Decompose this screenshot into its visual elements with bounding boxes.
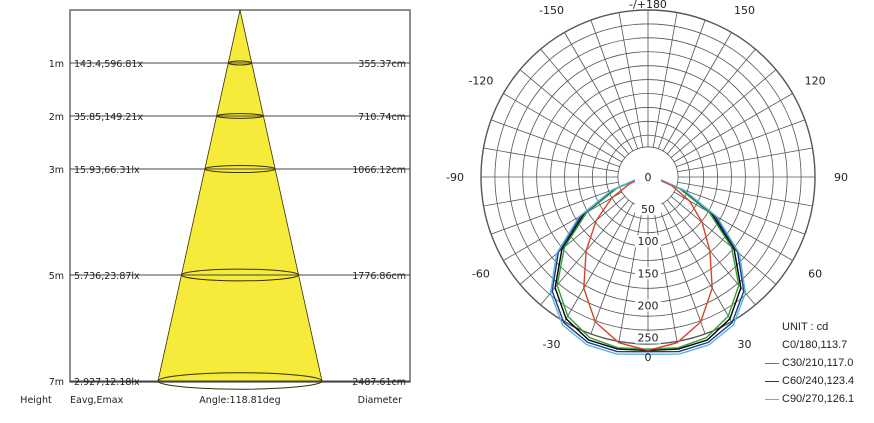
diameter-value-7m: 2487.61cm	[352, 377, 406, 388]
polar-grid-spoke	[676, 119, 806, 168]
legend-swatch	[765, 398, 779, 400]
polar-grid-spoke	[483, 147, 619, 173]
angle-label: 0	[645, 351, 652, 364]
angle-label: 150	[734, 4, 755, 17]
angle-label: 120	[805, 75, 826, 88]
legend-entry-2: C60/240,123.4	[765, 372, 854, 390]
polar-grid-spoke	[564, 202, 634, 322]
series-line-1	[556, 176, 740, 350]
polar-grid-spoke	[657, 19, 706, 149]
polar-grid-spoke	[657, 205, 706, 335]
radial-tick-bg	[635, 171, 661, 183]
height-label-5m: 5m	[49, 271, 64, 282]
polar-grid-spoke	[662, 32, 732, 152]
legend-label: C30/210,117.0	[782, 357, 854, 369]
legend-unit: UNIT : cd	[765, 318, 854, 336]
polar-grid-spoke	[503, 191, 623, 261]
legend-label: C60/240,123.4	[782, 375, 855, 387]
beam-cone	[157, 9, 323, 382]
diameter-value-5m: 1776.86cm	[352, 271, 406, 282]
illuminance-value-5m: 5.736,23.87lx	[74, 271, 140, 282]
polar-grid-spoke	[490, 186, 620, 235]
polar-grid-spoke	[673, 191, 793, 261]
polar-grid-spoke	[677, 147, 813, 173]
polar-grid-spoke	[519, 196, 626, 285]
radial-tick-label: 50	[641, 203, 655, 216]
diameter-value-1m: 355.37cm	[358, 59, 406, 70]
polar-grid-spoke	[503, 93, 623, 163]
polar-grid-spoke	[667, 48, 756, 155]
illuminance-value-7m: 2.927,12.18lx	[74, 377, 140, 388]
radial-tick-label: 200	[638, 299, 659, 312]
angle-label: 60	[808, 268, 822, 281]
diameter-value-2m: 710.74cm	[358, 112, 406, 123]
polar-grid-spoke	[676, 186, 806, 235]
angle-label: -60	[472, 268, 490, 281]
diameter-value-3m: 1066.12cm	[352, 165, 406, 176]
polar-grid-spoke	[677, 181, 813, 207]
legend-entry-3: C90/270,126.1	[765, 390, 854, 408]
radial-tick-bg	[635, 331, 661, 344]
polar-grid-spoke	[590, 19, 639, 149]
legend-label: C90/270,126.1	[782, 393, 855, 405]
legend-unit-label: UNIT : cd	[782, 321, 829, 333]
radial-tick-label: 0	[645, 171, 652, 184]
polar-legend: UNIT : cd C0/180,113.7 C30/210,117.0 C60/24…	[765, 318, 854, 408]
polar-grid-spoke	[670, 69, 777, 158]
radial-tick-bg	[635, 267, 661, 280]
illuminance-value-2m: 35.85,149.21x	[74, 112, 143, 123]
legend-swatch	[765, 362, 779, 364]
polar-grid-spoke	[519, 69, 626, 158]
polar-grid-spoke	[490, 119, 620, 168]
polar-grid-spoke	[652, 12, 678, 148]
angle-label: 30	[738, 338, 752, 351]
polar-grid-spoke	[618, 206, 644, 342]
beam-ring-7m	[157, 372, 323, 390]
polar-grid-spoke	[673, 93, 793, 163]
polar-grid-spoke	[540, 48, 629, 155]
illuminance-value-3m: 15.93,66.31lx	[74, 165, 140, 176]
angle-label: -150	[539, 4, 564, 17]
legend-entry-0: C0/180,113.7	[765, 336, 854, 354]
height-label-3m: 3m	[49, 165, 64, 176]
polar-grid-spoke	[483, 181, 619, 207]
beam-cone-table: 1m 143.4,596.81x 355.37cm 2m 35.85,149.21x 71…	[20, 9, 411, 406]
angle-label: -120	[468, 75, 493, 88]
beam-ring-3m	[204, 164, 276, 174]
legend-label: C0/180,113.7	[782, 339, 848, 351]
column-header-height: Height	[20, 395, 52, 406]
series-line-4	[583, 176, 713, 352]
polar-grid-spoke	[652, 206, 678, 342]
radial-tick-label: 100	[638, 235, 659, 248]
legend-entry-1: C30/210,117.0	[765, 354, 854, 372]
radial-tick-bg	[635, 299, 661, 312]
beam-ring-1m	[227, 60, 253, 66]
column-header-diameter: Diameter	[358, 395, 402, 406]
beam-ring-2m	[216, 113, 264, 119]
polar-grid-spoke	[618, 12, 644, 148]
radial-tick-bg	[635, 203, 661, 216]
polar-grid-spoke	[670, 196, 777, 285]
illuminance-value-1m: 143.4,596.81x	[74, 59, 143, 70]
angle-label: 90	[834, 171, 848, 184]
height-label-1m: 1m	[49, 59, 64, 70]
radial-tick-label: 250	[638, 332, 659, 345]
polar-grid-spoke	[590, 205, 639, 335]
beam-ring-5m	[180, 268, 300, 282]
angle-label: -/+180	[629, 0, 667, 11]
polar-grid-spoke	[564, 32, 634, 152]
height-label-7m: 7m	[49, 377, 64, 388]
angle-label: -90	[446, 171, 464, 184]
radial-tick-label: 150	[638, 267, 659, 280]
height-label-2m: 2m	[49, 112, 64, 123]
column-header-illuminance: Eavg,Emax	[70, 395, 124, 406]
series-line-3	[549, 176, 747, 356]
polar-intensity-chart: 0 50 100 150 200 250 -/+180 -150 150 -120 120 -90 90…	[446, 0, 848, 364]
column-header-angle: Angle:118.81deg	[199, 395, 280, 406]
angle-label: -30	[543, 338, 561, 351]
radial-tick-bg	[635, 235, 661, 248]
legend-swatch	[765, 380, 779, 382]
polar-grid-spoke	[662, 202, 732, 322]
